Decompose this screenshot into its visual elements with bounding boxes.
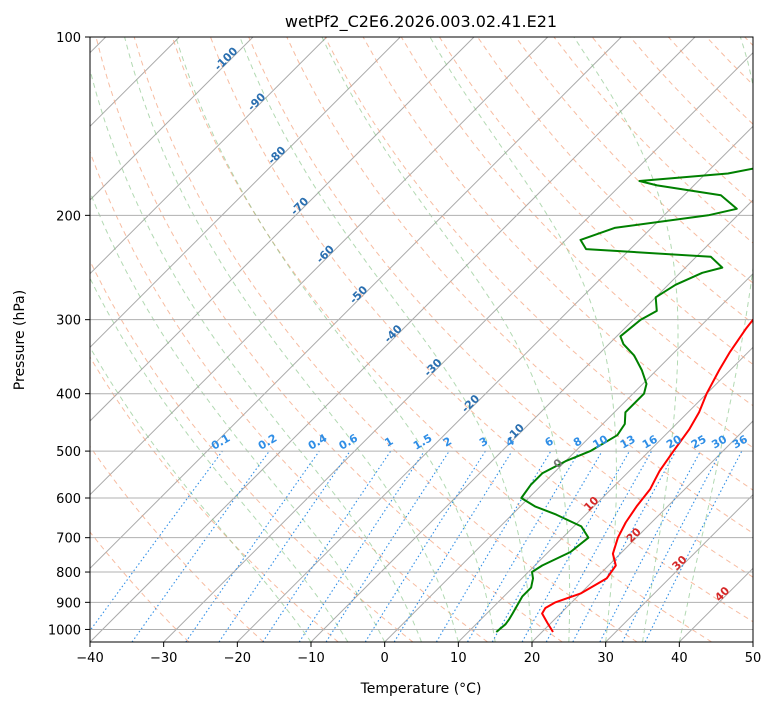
isotherm-line [384,272,753,642]
chart-title: wetPf2_C2E6.2026.003.02.41.E21 [285,12,557,32]
moist-adiabat-line [429,37,617,642]
isotherm-line [90,37,696,642]
dry-adiabat-line [90,150,488,642]
x-axis: −40 −30 −20 −10 0 10 20 30 40 50 [76,642,761,666]
dewpoint-profile-line [495,167,753,633]
dry-adiabat-line [90,445,264,642]
isotherm-line [531,420,753,642]
isotherm-line [236,125,753,642]
mixing-ratio-line [393,450,513,642]
dry-adiabat-line [171,37,712,642]
mixing-ratio-line [185,450,320,642]
moist-adiabat-line [90,277,349,642]
moist-adiabat-line [321,37,571,642]
moist-adiabat-line [124,37,459,642]
isotherm-line [605,493,753,642]
mixing-ratio-line [325,450,450,642]
moist-adiabat-line [90,346,312,642]
isotherm-line [90,37,401,349]
series-layer [495,167,753,633]
plot-background [90,37,753,642]
x-tick-label: −10 [297,651,324,666]
dry-adiabat-line [95,37,563,642]
mixing-ratio-line [262,450,392,642]
x-tick-label: 0 [381,651,389,666]
dry-adiabat-line [248,37,753,578]
dry-adiabat-line [438,37,753,366]
mixing-ratio-line [572,450,677,642]
y-tick-label: 200 [56,209,81,224]
y-axis: 100 200 300 400 500 600 700 800 900 1000 [48,31,90,638]
y-tick-label: 700 [56,532,81,547]
plot-frame [89,36,754,643]
dry-adiabat-line [90,259,414,642]
y-tick-label: 100 [56,31,81,46]
isotherm-line [90,37,622,570]
mixing-ratio-line [521,450,630,642]
temperature-profile-line [541,318,753,633]
moist-adiabat-line [90,67,422,642]
dry-adiabat-line [133,37,638,642]
isotherm-line [90,37,254,201]
y-tick-label: 500 [56,445,81,460]
y-tick-label: 300 [56,314,81,329]
x-tick-label: −30 [150,651,177,666]
y-tick-label: 800 [56,566,81,581]
isotherm-line [163,51,753,642]
x-tick-label: −40 [76,651,103,666]
moist-adiabat-line [573,37,679,642]
isotherm-line [90,37,475,422]
y-tick-label: 600 [56,492,81,507]
pressure-gridlines [90,37,753,630]
y-tick-label: 1000 [48,623,81,638]
x-tick-label: 40 [671,651,688,666]
dry-adiabat-line [90,356,339,642]
x-tick-label: −20 [224,651,251,666]
isotherm-line [90,37,549,496]
y-tick-label: 400 [56,388,81,403]
x-tick-label: 30 [597,651,614,666]
mixing-ratio-line [545,450,653,642]
x-tick-label: 50 [745,651,762,666]
mixing-ratio-line [90,450,223,632]
dry-adiabat-line [210,37,753,623]
mixing-ratio-line [218,450,351,642]
isotherm-line [457,346,753,642]
isotherm-line [752,641,753,642]
x-tick-label: 20 [524,651,541,666]
dry-adiabat-line [286,37,753,534]
dry-adiabat-line [515,37,753,284]
mixing-ratio-line [298,450,425,642]
x-axis-label: Temperature (°C) [360,681,482,697]
y-tick-label: 900 [56,596,81,611]
x-tick-label: 10 [450,651,467,666]
background-lines [90,37,753,642]
dry-adiabat-line [90,531,190,642]
mixing-ratio-line [644,450,743,642]
moist-adiabat-line [175,37,496,642]
isotherm-line [90,37,328,275]
moist-adiabat-line [90,190,386,642]
dry-adiabat-line [400,37,753,407]
y-axis-label: Pressure (hPa) [12,290,28,390]
mixing-ratio-line [131,450,270,642]
moist-adiabat-line [239,37,533,642]
